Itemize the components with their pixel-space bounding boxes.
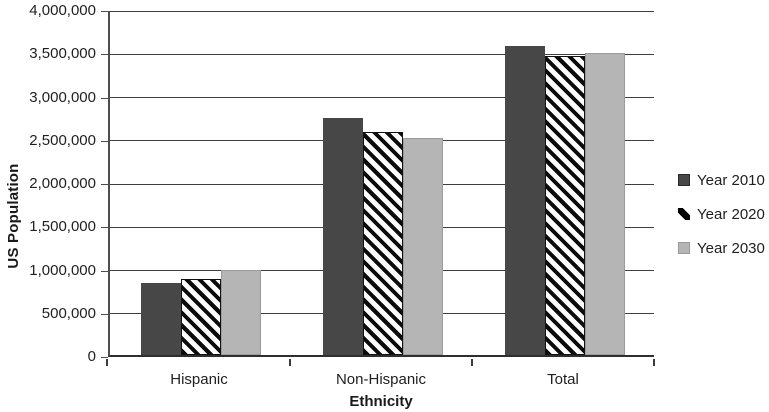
- legend-marker-solid-light-icon: [678, 242, 690, 254]
- bar-total-year-2030: [585, 53, 625, 355]
- y-axis-tick: [101, 54, 108, 56]
- y-axis-tick: [101, 11, 108, 12]
- y-axis-tick: [101, 227, 108, 229]
- legend-item-year-2010: Year 2010: [678, 170, 765, 190]
- x-axis-tick: [653, 359, 655, 366]
- x-axis-tick: [106, 359, 108, 366]
- legend-marker-diagonal-hatch-icon: [678, 208, 690, 220]
- bar-hispanic-year-2030: [221, 270, 261, 355]
- gridline: [110, 10, 654, 12]
- x-tick-label: Non-Hispanic: [335, 371, 427, 388]
- bar-non-hispanic-year-2010: [323, 118, 363, 355]
- y-tick-label: 2,000,000: [29, 175, 96, 192]
- bar-total-year-2010: [505, 46, 545, 355]
- y-tick-label: 3,000,000: [29, 88, 96, 106]
- y-axis-tick: [101, 270, 108, 272]
- bar-non-hispanic-year-2020: [363, 132, 403, 355]
- y-tick-label: 0: [87, 348, 96, 365]
- x-axis-title: Ethnicity: [349, 393, 413, 410]
- y-axis-tick: [101, 357, 108, 358]
- plot-area: [108, 10, 654, 357]
- bar-hispanic-year-2010: [141, 283, 181, 355]
- x-axis-tick: [471, 359, 473, 366]
- y-tick-label: 2,500,000: [29, 131, 96, 149]
- x-tick-label: Total: [547, 371, 579, 388]
- x-axis-tick: [289, 359, 291, 366]
- bar-hispanic-year-2020: [181, 279, 221, 355]
- y-axis-tick: [101, 184, 108, 185]
- y-tick-label: 500,000: [41, 304, 96, 322]
- legend-label: Year 2010: [697, 171, 765, 189]
- y-axis-title: US Population: [5, 163, 22, 269]
- x-tick-label: Hispanic: [170, 371, 228, 388]
- y-tick-label: 1,000,000: [29, 261, 96, 279]
- y-tick-label: 3,500,000: [29, 45, 96, 63]
- legend-marker-solid-dark-icon: [678, 174, 690, 186]
- gridline: [110, 97, 654, 98]
- y-axis-tick: [101, 313, 108, 315]
- legend-label: Year 2030: [697, 239, 765, 257]
- gridline: [110, 53, 654, 55]
- y-tick-label: 4,000,000: [29, 2, 96, 19]
- bar-total-year-2020: [545, 56, 585, 355]
- legend: Year 2010 Year 2020 Year 2030: [678, 170, 765, 258]
- legend-item-year-2020: Year 2020: [678, 204, 765, 224]
- bar-non-hispanic-year-2030: [403, 138, 443, 355]
- y-tick-label: 1,500,000: [29, 218, 96, 236]
- legend-item-year-2030: Year 2030: [678, 238, 765, 258]
- y-axis-tick: [101, 97, 108, 99]
- legend-label: Year 2020: [697, 205, 765, 223]
- y-axis-tick: [101, 140, 108, 142]
